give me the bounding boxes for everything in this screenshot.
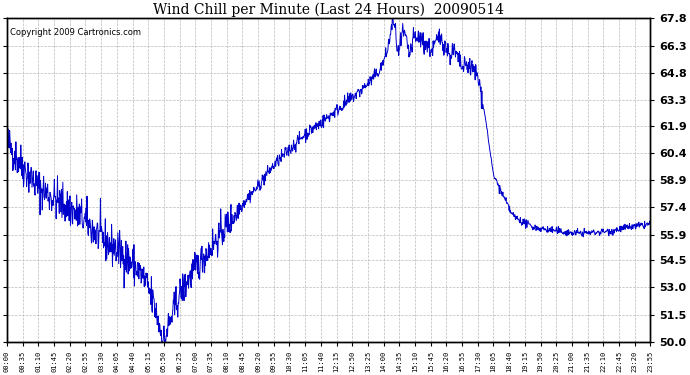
Text: Copyright 2009 Cartronics.com: Copyright 2009 Cartronics.com	[10, 28, 141, 37]
Title: Wind Chill per Minute (Last 24 Hours)  20090514: Wind Chill per Minute (Last 24 Hours) 20…	[153, 3, 504, 17]
